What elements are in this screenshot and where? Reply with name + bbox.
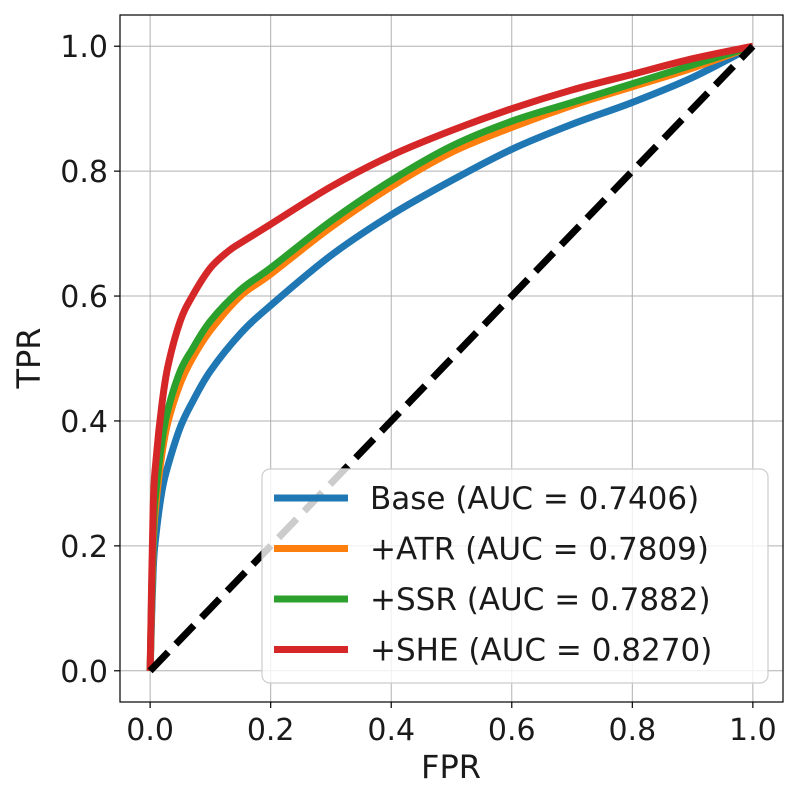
x-tick-label: 0.2 xyxy=(247,713,295,748)
x-tick-label: 0.0 xyxy=(126,713,174,748)
y-axis-label: TPR xyxy=(10,327,48,389)
y-tick-label: 1.0 xyxy=(60,30,108,65)
x-tick-label: 0.6 xyxy=(488,713,536,748)
grid xyxy=(120,15,783,702)
x-tick-label: 0.4 xyxy=(367,713,415,748)
x-tick-label: 1.0 xyxy=(729,713,777,748)
legend-box xyxy=(261,468,769,684)
x-axis-label: FPR xyxy=(421,748,481,786)
series-line-3 xyxy=(146,42,754,671)
y-tick-label: 0.6 xyxy=(60,280,108,315)
y-tick-label: 0.0 xyxy=(60,655,108,690)
series-layer xyxy=(146,42,756,674)
legend-label: +ATR (AUC = 0.7809) xyxy=(370,532,709,568)
legend: Base (AUC = 0.7406) +ATR (AUC = 0.7809) +S… xyxy=(261,468,769,684)
series-line-0 xyxy=(146,43,755,671)
y-tick-label: 0.2 xyxy=(60,530,108,565)
legend-label: Base (AUC = 0.7406) xyxy=(370,481,699,517)
y-tick-label: 0.8 xyxy=(60,155,108,190)
diagonal-reference-line xyxy=(147,43,756,674)
plot-frame xyxy=(119,14,784,703)
x-tick-label: 0.8 xyxy=(608,713,656,748)
ticks: 0.0 0.2 0.4 0.6 0.8 1.0 0.0 0.2 0.4 0.6 0.8 1.0 xyxy=(60,30,776,748)
legend-label: +SSR (AUC = 0.7882) xyxy=(370,582,711,618)
y-tick-label: 0.4 xyxy=(60,405,108,440)
legend-label: +SHE (AUC = 0.8270) xyxy=(370,633,712,669)
